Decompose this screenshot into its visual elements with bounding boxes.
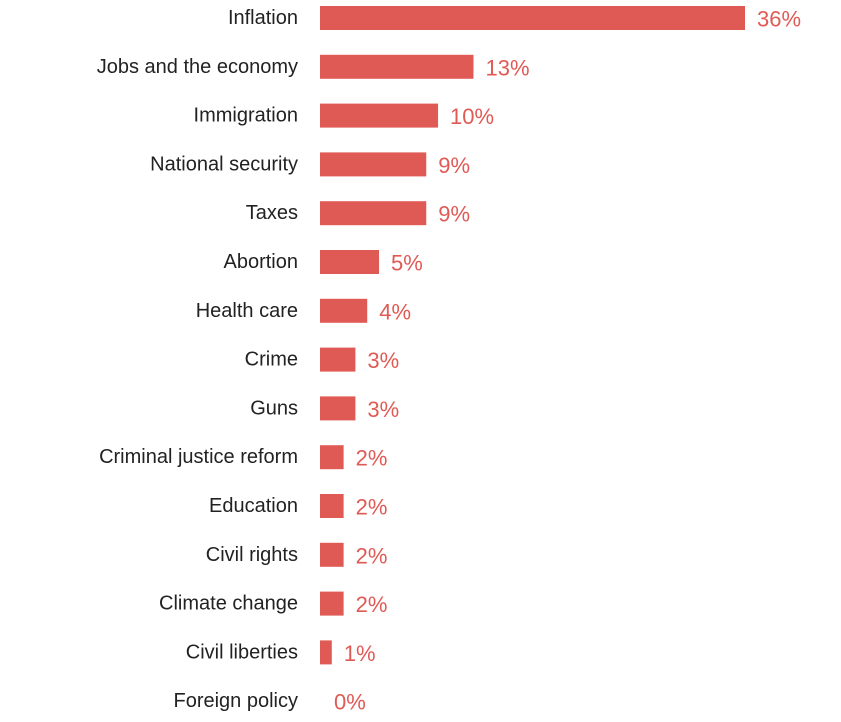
- category-label: Crime: [245, 349, 298, 371]
- bar: [320, 6, 745, 30]
- category-labels: Inflation Jobs and the economy Immigration…: [97, 7, 298, 712]
- value-labels: 36% 13% 10% 9% 9% 5% 4% 3% 3% 2% 2% 2% 2% 1% 0%: [334, 7, 801, 715]
- bar: [320, 445, 344, 470]
- value-label: 0%: [334, 690, 366, 715]
- value-label: 9%: [438, 153, 470, 178]
- category-label: Criminal justice reform: [99, 446, 298, 468]
- bar: [320, 103, 439, 128]
- bar: [320, 152, 427, 177]
- value-label: 36%: [757, 7, 801, 32]
- bar: [320, 250, 380, 274]
- category-label: Abortion: [224, 251, 299, 273]
- value-label: 2%: [356, 543, 388, 568]
- value-label: 5%: [391, 251, 423, 276]
- bar: [320, 396, 356, 421]
- value-label: 2%: [356, 446, 388, 471]
- bar: [320, 542, 344, 567]
- value-label: 13%: [485, 55, 529, 80]
- category-label: Civil rights: [206, 544, 298, 566]
- value-label: 9%: [438, 202, 470, 227]
- category-label: Civil liberties: [186, 641, 298, 663]
- category-label: Foreign policy: [173, 690, 298, 712]
- category-label: Education: [209, 495, 298, 517]
- category-label: Guns: [250, 397, 298, 419]
- value-label: 10%: [450, 104, 494, 129]
- category-label: Health care: [196, 300, 298, 322]
- value-label: 3%: [367, 348, 399, 373]
- bar: [320, 201, 427, 226]
- category-label: National security: [150, 153, 298, 175]
- value-label: 4%: [379, 299, 411, 324]
- category-label: Taxes: [246, 202, 298, 224]
- category-label: Immigration: [194, 105, 298, 127]
- value-label: 2%: [356, 592, 388, 617]
- bar: [320, 640, 332, 665]
- value-label: 1%: [344, 641, 376, 666]
- value-label: 3%: [367, 397, 399, 422]
- bar: [320, 298, 368, 323]
- category-label: Jobs and the economy: [97, 56, 298, 78]
- value-label: 2%: [356, 495, 388, 520]
- bar: [320, 591, 344, 616]
- category-label: Climate change: [159, 593, 298, 615]
- bar: [320, 54, 474, 79]
- bar: [320, 494, 344, 518]
- category-label: Inflation: [228, 7, 298, 29]
- bar: [320, 347, 356, 372]
- bars-layer: [320, 6, 745, 665]
